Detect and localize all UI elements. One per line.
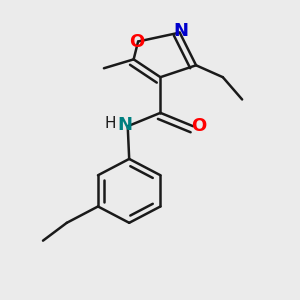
Text: N: N xyxy=(118,116,133,134)
Text: N: N xyxy=(174,22,189,40)
Text: O: O xyxy=(129,32,144,50)
Text: O: O xyxy=(191,117,206,135)
Text: H: H xyxy=(104,116,116,131)
